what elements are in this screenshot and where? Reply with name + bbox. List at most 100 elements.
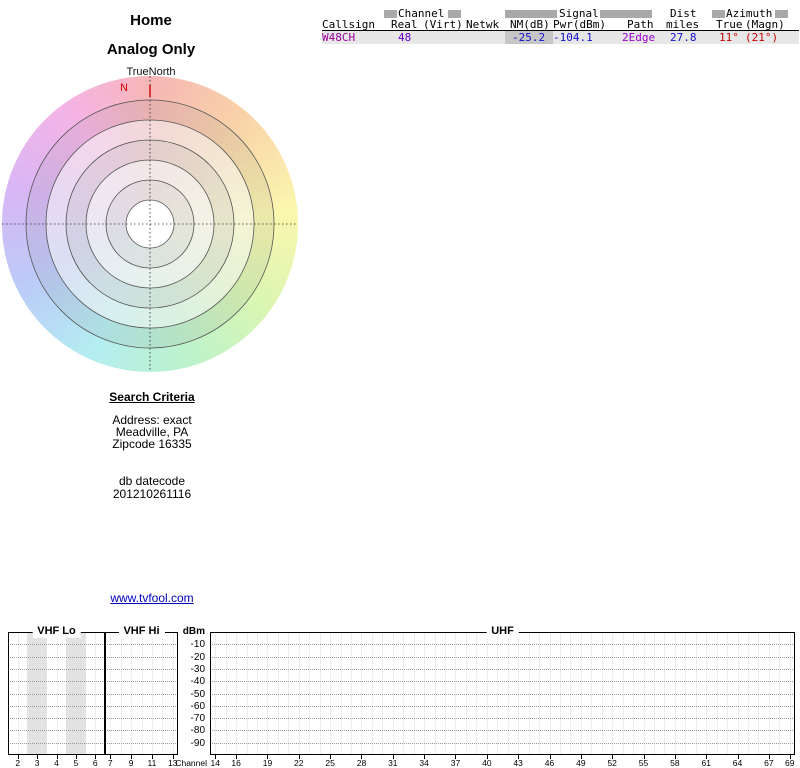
search-criteria-address: Address: exact [112,413,192,427]
level-gridline [8,656,105,658]
header-bar-icon [600,10,652,18]
channel-tick [110,755,112,759]
level-gridline [8,718,105,720]
level-gridline [105,644,178,646]
search-criteria-zip: Zipcode 16335 [112,437,192,451]
channel-tick [549,755,551,759]
level-gridline [210,730,795,732]
level-gridline [210,742,795,744]
panel-label-uhf: UHF [486,625,519,638]
channel-tick-label: 67 [764,758,774,768]
channel-tick-label: 58 [670,758,680,768]
channel-tick [151,755,153,759]
channel-tick-label: 55 [638,758,649,768]
channel-tick [768,755,770,759]
level-gridline [210,693,795,695]
y-tick-label: -60 [190,700,205,712]
channel-tick-label: 6 [92,758,98,768]
level-gridline [105,742,178,744]
channel-tick-label: 61 [701,758,711,768]
y-tick-label: -10 [190,639,205,651]
channel-tick [612,755,614,759]
level-gridline [105,681,178,683]
group-header-azimuth: Azimuth [726,7,773,20]
level-gridline [210,681,795,683]
page-title: Home [130,12,172,29]
level-gridline [8,705,105,707]
cell-pwr-dbm: -104.1 [553,31,593,44]
channel-tick-label: 19 [262,758,273,768]
channel-tick [298,755,300,759]
signal-spectrum-chart: dBm Channel -10 -20 -30 -40 -50 -60 -70 -80 -90 2… [0,625,800,768]
table-row [322,31,799,44]
level-gridline [8,668,105,670]
channel-tick [643,755,645,759]
channel-tick-label: 2 [15,758,21,768]
radar-orientation-label: TrueNorth [126,66,176,78]
cell-nm-db: -25.2 [512,31,546,44]
db-datecode-value: 201210261116 [112,487,192,501]
channel-tick [267,755,269,759]
tvfool-link[interactable]: www.tvfool.com [110,591,194,605]
y-tick-label: -40 [190,676,205,688]
panel-label-vhf-hi: VHF Hi [118,625,165,638]
col-header-magn: (Magn) [745,18,785,31]
channel-tick-label: 3 [34,758,40,768]
group-header-dist: Dist [670,7,697,20]
cell-azimuth-magn: (21°) [745,31,779,44]
nm-cell-highlight [505,31,553,44]
header-bar-icon [712,10,725,18]
channel-tick [392,755,394,759]
channel-tick [330,755,332,759]
level-gridline [105,730,178,732]
channel-tick-label: 16 [231,758,241,768]
col-header-netwk: Netwk [466,18,500,31]
level-gridline [210,705,795,707]
col-header-nm: NM(dB) [510,18,550,31]
channel-tick [580,755,582,759]
channel-tick [95,755,97,759]
header-bar-icon [775,10,788,18]
azimuth-radar-chart: N [2,76,298,372]
db-datecode-label: db datecode [118,474,186,488]
level-gridline [210,656,795,658]
level-gridline [105,656,178,658]
channel-tick-label: 13 [168,758,178,768]
cell-real-channel: 48 [398,31,412,44]
channel-tick-label: 22 [294,758,304,768]
level-gridline [8,693,105,695]
footer-link-container: www.tvfool.com [77,591,227,605]
channel-tick [424,755,426,759]
table-header-underline [322,30,799,31]
panel-border [8,632,105,755]
search-criteria-city: Meadville, PA [115,425,189,439]
col-header-true: True [716,18,743,31]
channel-tick [674,755,676,759]
level-gridline [8,644,105,646]
col-header-miles: miles [666,18,700,31]
channel-tick-label: 31 [388,758,398,768]
channel-tick-label: 52 [607,758,617,768]
channel-tick-label: 64 [732,758,743,768]
channel-tick-label: 49 [576,758,586,768]
search-criteria-title: Search Criteria [109,390,195,404]
channel-tick [56,755,58,759]
x-axis-label: Channel [175,758,207,768]
channel-tick [236,755,238,759]
level-gridline [105,668,178,670]
level-gridline [105,705,178,707]
channel-tick-label: 11 [147,758,157,768]
level-gridline [8,742,105,744]
channel-tick-label: 9 [128,758,134,768]
col-header-callsign: Callsign [322,18,375,31]
channel-tick [789,755,791,759]
panel-border [105,632,178,755]
page-subtitle: Analog Only [106,41,196,58]
radar-rings [2,76,298,372]
col-header-path: Path [627,18,654,31]
group-header-signal: Signal [559,7,599,20]
channel-tick-label: 7 [107,758,113,768]
level-gridline [210,718,795,720]
channel-tick [75,755,77,759]
channel-tick [215,755,217,759]
